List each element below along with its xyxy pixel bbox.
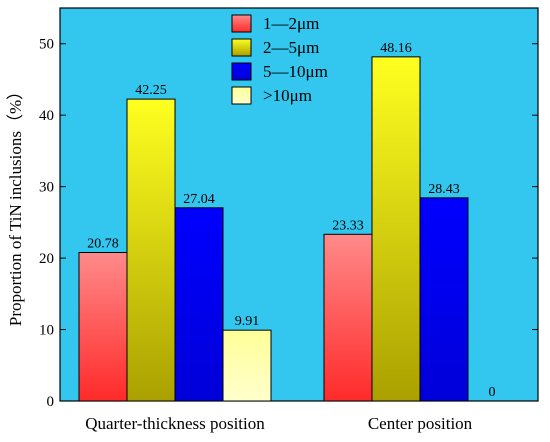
axis-layer: Quarter-thickness position Center positio… xyxy=(39,37,538,433)
bar-3-0 xyxy=(222,329,272,402)
y-tick-label-1: 10 xyxy=(39,323,54,339)
y-axis-label: Proportion of TiN inclusions（%） xyxy=(6,83,25,326)
y-tick-label-2: 20 xyxy=(39,251,54,267)
data-label-0-0: 20.78 xyxy=(87,237,119,252)
legend-swatch-1 xyxy=(231,38,252,57)
data-label-2-1: 28.43 xyxy=(428,182,460,197)
bar-0-0 xyxy=(78,252,128,402)
data-label-3-1: 0 xyxy=(489,385,496,400)
bars-layer xyxy=(78,56,469,402)
legend-label-0: 1—2μm xyxy=(263,14,319,33)
y-tick-label-5: 50 xyxy=(39,37,54,53)
data-label-0-1: 23.33 xyxy=(332,218,364,233)
legend-label-2: 5—10μm xyxy=(263,62,328,81)
legend-swatch-2 xyxy=(231,62,252,81)
data-label-3-0: 9.91 xyxy=(235,314,260,329)
bar-0-1 xyxy=(323,233,373,402)
data-label-2-0: 27.04 xyxy=(183,192,215,207)
x-category-label-1: Center position xyxy=(368,414,473,433)
bar-2-1 xyxy=(419,197,469,402)
y-tick-label-3: 30 xyxy=(39,180,54,196)
legend-swatch-0 xyxy=(231,14,252,33)
legend: 1—2μm 2—5μm 5—10μm >10μm xyxy=(231,14,328,105)
legend-swatch-3 xyxy=(231,86,252,105)
data-label-1-0: 42.25 xyxy=(135,83,167,98)
legend-label-1: 2—5μm xyxy=(263,38,319,57)
bar-1-1 xyxy=(371,56,421,402)
x-category-label-0: Quarter-thickness position xyxy=(85,414,265,433)
bar-2-0 xyxy=(174,207,224,402)
bar-1-0 xyxy=(126,98,176,402)
data-label-1-1: 48.16 xyxy=(380,41,412,56)
y-tick-label-0: 0 xyxy=(47,394,55,410)
y-tick-label-4: 40 xyxy=(39,108,54,124)
legend-label-3: >10μm xyxy=(263,86,312,105)
data-labels-layer: 20.78 42.25 27.04 9.91 23.33 48.16 28.43 0 xyxy=(87,41,495,400)
